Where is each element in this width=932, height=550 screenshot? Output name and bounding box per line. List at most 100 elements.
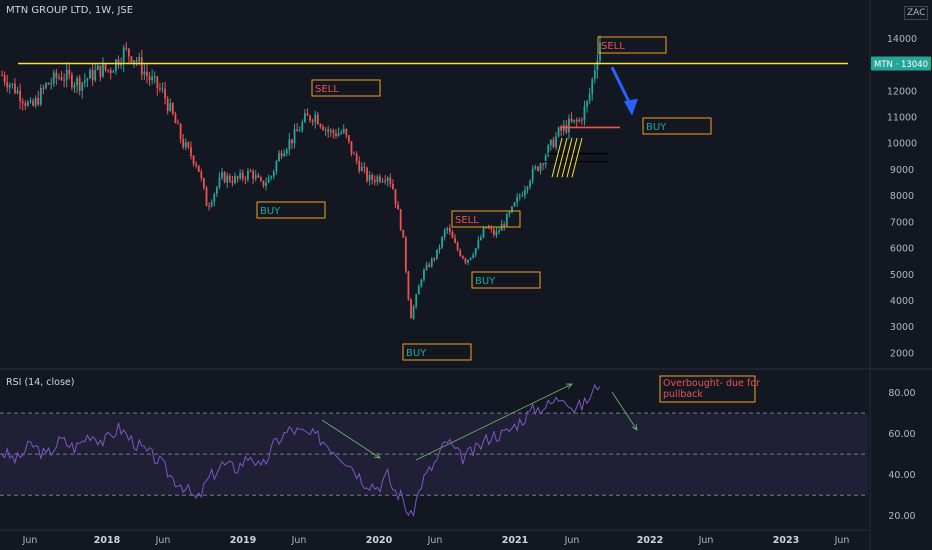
pattern-hatch xyxy=(571,137,583,178)
rsi-line xyxy=(1,383,601,518)
candle-body xyxy=(529,181,532,187)
currency-badge[interactable]: ZAC xyxy=(904,6,929,20)
candle-body xyxy=(288,139,291,150)
candle-body xyxy=(397,204,399,210)
candle-body xyxy=(565,125,568,133)
rsi-tick-label: 20.00 xyxy=(888,511,915,522)
candle-body xyxy=(438,247,441,250)
candle-body xyxy=(239,172,242,179)
candle-body xyxy=(52,72,55,84)
candle-body xyxy=(26,101,29,106)
candle-body xyxy=(399,209,402,230)
candle-body xyxy=(205,187,208,206)
annotation-buy: BUY xyxy=(646,122,667,133)
time-tick-label: Jun xyxy=(22,535,38,546)
candle-body xyxy=(24,103,27,106)
candle-body xyxy=(544,155,547,165)
candle-body xyxy=(464,258,467,263)
candle-body xyxy=(490,228,493,230)
candle-body xyxy=(436,249,438,259)
candle-body xyxy=(187,142,190,148)
candle-body xyxy=(555,136,557,148)
candle-body xyxy=(29,100,32,102)
candle-body xyxy=(244,178,247,180)
price-tick-label: 2000 xyxy=(890,348,914,359)
candle-body xyxy=(280,153,283,157)
candle-body xyxy=(285,149,288,154)
candle-body xyxy=(177,123,179,125)
candle-body xyxy=(474,248,477,255)
candle-body xyxy=(89,69,91,79)
candle-body xyxy=(353,153,355,155)
candle-body xyxy=(381,180,384,182)
candle-body xyxy=(241,172,244,179)
annotation-box xyxy=(256,201,326,219)
candle-body xyxy=(291,139,293,144)
candle-body xyxy=(234,176,236,184)
pattern-hatch xyxy=(561,137,573,178)
candle-body xyxy=(410,299,412,319)
candle-body xyxy=(513,202,516,207)
candle-body xyxy=(83,80,86,83)
candle-body xyxy=(461,255,464,259)
last-price-label: MTN · 13040 xyxy=(874,60,928,70)
candle-body xyxy=(104,64,107,70)
candle-body xyxy=(376,176,379,182)
candle-body xyxy=(218,177,221,188)
candle-body xyxy=(127,48,130,57)
price-tick-label: 4000 xyxy=(890,296,914,307)
candle-body xyxy=(174,114,177,124)
rsi-tick-label: 80.00 xyxy=(888,388,915,399)
candle-body xyxy=(324,129,327,131)
candle-body xyxy=(314,114,317,122)
price-tick-label: 14000 xyxy=(887,34,917,45)
candle-body xyxy=(448,227,451,232)
candle-body xyxy=(179,124,182,139)
rsi-divergence-arrow xyxy=(321,419,381,459)
candle-body xyxy=(39,87,42,105)
candle-body xyxy=(498,230,500,232)
time-tick-label: Jun xyxy=(155,535,171,546)
candle-body xyxy=(184,142,187,148)
candle-body xyxy=(451,231,454,239)
candle-body xyxy=(578,119,581,122)
candle-body xyxy=(420,279,423,287)
chart-title: MTN GROUP LTD, 1W, JSE xyxy=(6,5,134,16)
rsi-note-text: pullback xyxy=(663,389,703,400)
candle-body xyxy=(14,83,16,94)
candle-body xyxy=(384,180,387,182)
candle-body xyxy=(531,168,534,182)
candle-body xyxy=(58,77,60,79)
candle-body xyxy=(68,69,71,75)
time-tick-label: 2023 xyxy=(773,535,799,546)
candle-body xyxy=(16,90,19,94)
candle-body xyxy=(568,118,570,133)
annotation-buy: BUY xyxy=(475,276,496,287)
candle-body xyxy=(231,181,234,184)
annotation-box xyxy=(451,210,521,228)
annotation-box xyxy=(402,343,472,361)
candle-body xyxy=(130,56,133,63)
candle-body xyxy=(547,145,550,156)
annotation-sell: SELL xyxy=(315,84,339,95)
rsi-indicator-label[interactable]: RSI (14, close) xyxy=(6,377,75,388)
candle-body xyxy=(47,83,50,85)
candle-body xyxy=(226,175,229,183)
candle-body xyxy=(8,84,11,88)
candle-body xyxy=(122,47,125,64)
candle-body xyxy=(34,97,37,106)
candle-body xyxy=(249,170,252,172)
candle-body xyxy=(117,59,120,66)
candle-body xyxy=(570,118,573,122)
candle-body xyxy=(125,47,128,49)
candle-body xyxy=(296,129,299,132)
candle-body xyxy=(200,171,203,179)
candle-body xyxy=(539,163,542,171)
candle-body xyxy=(588,93,591,101)
candle-body xyxy=(102,64,104,77)
candle-body xyxy=(329,130,332,132)
time-tick-label: Jun xyxy=(291,535,307,546)
candle-body xyxy=(583,106,586,121)
candle-body xyxy=(428,264,431,267)
candle-body xyxy=(208,205,210,207)
